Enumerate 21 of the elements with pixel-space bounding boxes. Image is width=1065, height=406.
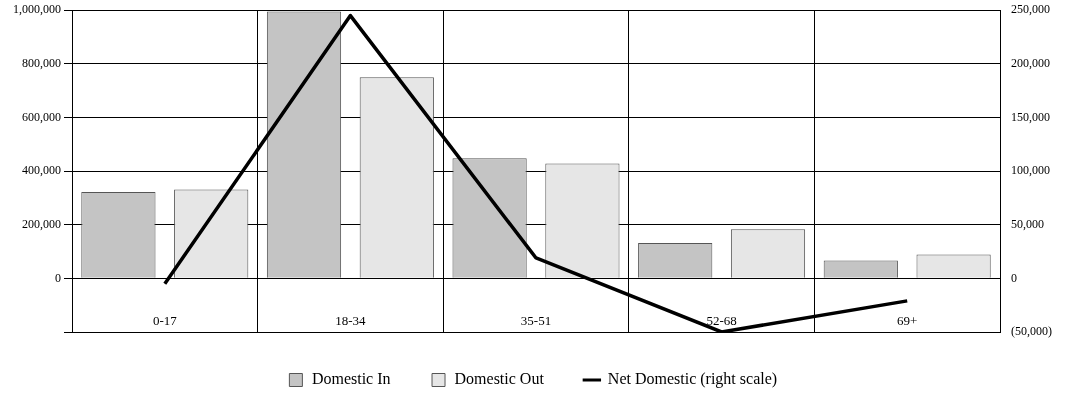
y-tick-label: 200,000 (22, 216, 61, 231)
legend-label: Net Domestic (right scale) (607, 370, 778, 389)
y-tick-label: 600,000 (22, 109, 61, 124)
legend-label: Domestic Out (454, 370, 545, 388)
y-tick-label: 400,000 (22, 163, 61, 178)
y2-tick-label: (50,000) (1011, 324, 1053, 339)
x-tick-label: 0-17 (152, 312, 178, 328)
y2-tick-label: 200,000 (1011, 55, 1051, 70)
x-tick-label: 69+ (897, 312, 918, 328)
x-tick-label: 35-51 (520, 312, 552, 328)
y2-tick-label: 50,000 (1011, 216, 1045, 231)
x-tick-label: 52-68 (706, 312, 737, 328)
y2-tick-label: 250,000 (1011, 2, 1051, 17)
y-tick-label: 0 (55, 270, 61, 285)
y2-tick-label: 150,000 (1011, 109, 1051, 124)
y-tick-label: 800,000 (22, 55, 61, 70)
y-tick-label: 1,000,000 (13, 2, 61, 17)
y2-tick-label: 100,000 (1011, 163, 1051, 178)
legend-label: Domestic In (311, 370, 391, 388)
x-tick-label: 18-34 (335, 312, 367, 328)
y2-tick-label: 0 (1011, 270, 1018, 285)
